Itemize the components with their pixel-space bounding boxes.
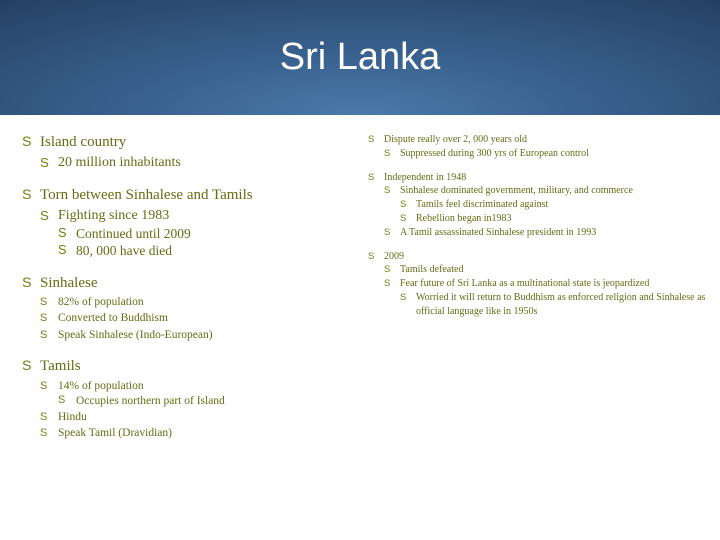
list-item: Tamils 14% of population Occupies northe… bbox=[22, 357, 360, 441]
bullet-text: Rebellion began in1983 bbox=[416, 213, 512, 224]
bullet-text: Fighting since 1983 bbox=[58, 208, 169, 223]
list-item: Fear future of Sri Lanka as a multinatio… bbox=[384, 277, 706, 318]
bullet-text: Fear future of Sri Lanka as a multinatio… bbox=[400, 278, 649, 289]
list-item: Sinhalese dominated government, military… bbox=[384, 184, 706, 225]
list-item: Torn between Sinhalese and Tamils Fighti… bbox=[22, 186, 360, 260]
bullet-text: Sinhalese dominated government, military… bbox=[400, 185, 633, 196]
list-item: Independent in 1948 Sinhalese dominated … bbox=[368, 171, 706, 240]
list-item: 2009 Tamils defeated Fear future of Sri … bbox=[368, 250, 706, 319]
list-item: Worried it will return to Buddhism as en… bbox=[400, 291, 706, 319]
list-item: 82% of population bbox=[40, 295, 360, 311]
bullet-text: 80, 000 have died bbox=[76, 243, 172, 258]
slide-title: Sri Lanka bbox=[280, 36, 441, 79]
list-item: Tamils defeated bbox=[384, 263, 706, 277]
list-item: Dispute really over 2, 000 years old Sup… bbox=[368, 133, 706, 161]
list-item: Sinhalese 82% of population Converted to… bbox=[22, 274, 360, 344]
bullet-text: Sinhalese bbox=[40, 275, 98, 291]
bullet-text: A Tamil assassinated Sinhalese president… bbox=[400, 227, 596, 238]
bullet-text: Continued until 2009 bbox=[76, 226, 191, 241]
list-item: Converted to Buddhism bbox=[40, 311, 360, 327]
bullet-text: Hindu bbox=[58, 411, 87, 423]
list-item: Tamils feel discriminated against bbox=[400, 198, 706, 212]
bullet-text: Tamils bbox=[40, 358, 81, 374]
bullet-text: 20 million inhabitants bbox=[58, 155, 181, 170]
bullet-text: 14% of population bbox=[58, 380, 144, 392]
bullet-text: Occupies northern part of Island bbox=[76, 395, 225, 407]
header-band: Sri Lanka bbox=[0, 0, 720, 115]
list-item: Speak Sinhalese (Indo-European) bbox=[40, 328, 360, 344]
bullet-text: Tamils feel discriminated against bbox=[416, 199, 548, 210]
right-column: Dispute really over 2, 000 years old Sup… bbox=[368, 133, 706, 456]
bullet-text: Suppressed during 300 yrs of European co… bbox=[400, 148, 589, 159]
bullet-text: Worried it will return to Buddhism as en… bbox=[416, 292, 705, 317]
list-item: Occupies northern part of Island bbox=[58, 394, 360, 409]
bullet-text: 82% of population bbox=[58, 296, 144, 308]
left-column: Island country 20 million inhabitants To… bbox=[22, 133, 360, 456]
bullet-text: 2009 bbox=[384, 251, 404, 262]
list-item: A Tamil assassinated Sinhalese president… bbox=[384, 226, 706, 240]
bullet-text: Converted to Buddhism bbox=[58, 312, 168, 324]
bullet-text: Island country bbox=[40, 134, 126, 150]
list-item: Hindu bbox=[40, 410, 360, 426]
bullet-text: Speak Tamil (Dravidian) bbox=[58, 427, 172, 439]
list-item: Continued until 2009 bbox=[58, 225, 360, 242]
list-item: Island country 20 million inhabitants bbox=[22, 133, 360, 172]
list-item: 80, 000 have died bbox=[58, 242, 360, 259]
list-item: Fighting since 1983 Continued until 2009… bbox=[40, 207, 360, 259]
bullet-text: Speak Sinhalese (Indo-European) bbox=[58, 329, 213, 341]
list-item: Rebellion began in1983 bbox=[400, 212, 706, 226]
list-item: 14% of population Occupies northern part… bbox=[40, 379, 360, 409]
bullet-text: Tamils defeated bbox=[400, 264, 463, 275]
list-item: 20 million inhabitants bbox=[40, 154, 360, 172]
bullet-text: Dispute really over 2, 000 years old bbox=[384, 134, 527, 145]
content-area: Island country 20 million inhabitants To… bbox=[0, 115, 720, 466]
list-item: Suppressed during 300 yrs of European co… bbox=[384, 147, 706, 161]
bullet-text: Torn between Sinhalese and Tamils bbox=[40, 187, 253, 203]
bullet-text: Independent in 1948 bbox=[384, 172, 466, 183]
list-item: Speak Tamil (Dravidian) bbox=[40, 426, 360, 442]
